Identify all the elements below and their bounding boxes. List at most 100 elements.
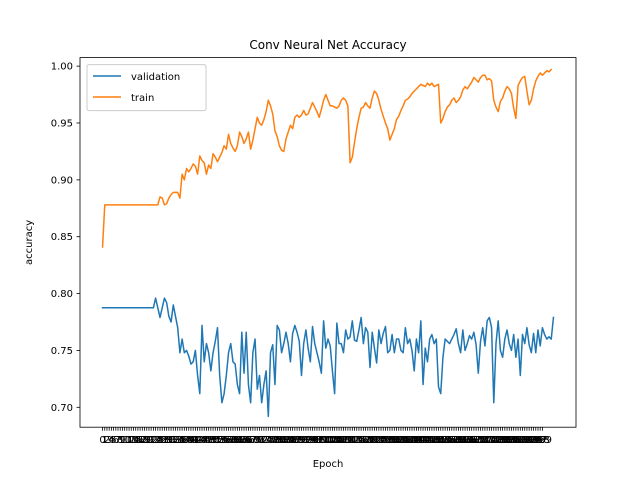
x-tick-label: 7 <box>115 435 121 446</box>
x-tick-label: 120 <box>358 435 377 446</box>
x-tick-label: 135 <box>391 435 410 446</box>
x-tick-label: 194 <box>522 435 541 446</box>
x-tick-label: 180 <box>491 435 510 446</box>
x-tick-label: 181 <box>493 435 512 446</box>
x-tick-label: 57 <box>222 435 235 446</box>
x-tick-label: 183 <box>497 435 516 446</box>
y-axis-ticks: 0.70 0.75 0.80 0.85 0.90 0.95 1.00 <box>51 62 80 414</box>
x-tick-label: 44 <box>193 435 206 446</box>
x-tick-label: 12 <box>123 435 136 446</box>
x-tick-label: 122 <box>363 435 382 446</box>
x-tick-label: 169 <box>467 435 486 446</box>
x-tick-label: 60 <box>229 435 242 446</box>
x-tick-label: 111 <box>338 435 357 446</box>
x-tick-label: 116 <box>349 435 368 446</box>
x-tick-label: 112 <box>341 435 360 446</box>
x-tick-label: 110 <box>336 435 355 446</box>
x-tick-label: 61 <box>231 435 244 446</box>
x-tick-label: 19 <box>138 435 151 446</box>
x-tick-label: 128 <box>376 435 395 446</box>
x-tick-label: 65 <box>240 435 253 446</box>
x-tick-label: 126 <box>372 435 391 446</box>
x-tick-label: 52 <box>211 435 224 446</box>
x-tick-label: 23 <box>147 435 160 446</box>
x-tick-label: 133 <box>387 435 406 446</box>
x-tick-label: 13 <box>125 435 138 446</box>
x-tick-label: 93 <box>302 435 315 446</box>
x-tick-label: 182 <box>495 435 514 446</box>
x-tick-label: 55 <box>218 435 231 446</box>
x-tick-label: 114 <box>345 435 364 446</box>
x-axis-title: Epoch <box>313 459 344 470</box>
x-tick-label: 160 <box>447 435 466 446</box>
x-tick-label: 41 <box>187 435 200 446</box>
x-tick-label: 136 <box>394 435 413 446</box>
x-tick-label: 30 <box>162 435 175 446</box>
x-tick-label: 70 <box>251 435 264 446</box>
x-tick-label: 113 <box>343 435 362 446</box>
x-tick-label: 125 <box>369 435 388 446</box>
x-tick-label: 121 <box>360 435 379 446</box>
x-tick-label: 187 <box>506 435 525 446</box>
x-tick-label: 15 <box>129 435 142 446</box>
x-tick-label: 137 <box>396 435 415 446</box>
x-tick-label: 37 <box>178 435 191 446</box>
x-tick-label: 130 <box>380 435 399 446</box>
x-tick-label: 62 <box>233 435 246 446</box>
x-tick-label: 154 <box>433 435 452 446</box>
series-line-train <box>101 68 553 248</box>
x-tick-label: 83 <box>280 435 293 446</box>
x-tick-label: 98 <box>313 435 326 446</box>
x-tick-label: 49 <box>204 435 217 446</box>
x-tick-label: 191 <box>515 435 534 446</box>
x-tick-label: 51 <box>209 435 222 446</box>
x-tick-label: 96 <box>308 435 321 446</box>
x-tick-label: 106 <box>327 435 346 446</box>
x-tick-label: 6 <box>113 435 119 446</box>
x-tick-label: 165 <box>458 435 477 446</box>
x-tick-label: 21 <box>143 435 156 446</box>
x-tick-label: 63 <box>235 435 248 446</box>
x-tick-label: 146 <box>416 435 435 446</box>
x-tick-label: 43 <box>191 435 204 446</box>
x-tick-label: 76 <box>264 435 277 446</box>
x-tick-label: 92 <box>300 435 313 446</box>
x-tick-label: 33 <box>169 435 182 446</box>
x-tick-label: 32 <box>167 435 180 446</box>
x-tick-label: 24 <box>149 435 162 446</box>
x-tick-label: 40 <box>185 435 198 446</box>
x-tick-label: 134 <box>389 435 408 446</box>
x-tick-label: 78 <box>269 435 282 446</box>
x-tick-label: 161 <box>449 435 468 446</box>
x-tick-label: 58 <box>224 435 237 446</box>
x-tick-label: 100 <box>314 435 333 446</box>
x-tick-label: 59 <box>227 435 240 446</box>
x-tick-label: 102 <box>318 435 337 446</box>
chart-title: Conv Neural Net Accuracy <box>249 38 406 52</box>
x-tick-label: 99 <box>315 435 328 446</box>
x-tick-label: 162 <box>451 435 470 446</box>
x-tick-label: 173 <box>475 435 494 446</box>
x-tick-label: 38 <box>180 435 193 446</box>
x-tick-label: 85 <box>284 435 297 446</box>
x-tick-label: 87 <box>288 435 301 446</box>
x-tick-label: 27 <box>156 435 169 446</box>
x-tick-label: 95 <box>306 435 319 446</box>
x-tick-label: 185 <box>502 435 521 446</box>
x-tick-label: 164 <box>455 435 474 446</box>
x-tick-label: 141 <box>405 435 424 446</box>
legend-label-validation: validation <box>131 72 180 83</box>
x-tick-label: 20 <box>140 435 153 446</box>
x-tick-label: 48 <box>202 435 215 446</box>
x-tick-label: 142 <box>407 435 426 446</box>
legend: validation train <box>86 64 207 112</box>
x-tick-label: 198 <box>531 435 550 446</box>
x-tick-label: 73 <box>258 435 271 446</box>
x-tick-label: 195 <box>524 435 543 446</box>
x-tick-label: 115 <box>347 435 366 446</box>
x-tick-label: 97 <box>311 435 324 446</box>
x-tick-label: 10 <box>118 435 131 446</box>
x-tick-label: 109 <box>334 435 353 446</box>
plot-area <box>80 57 576 428</box>
